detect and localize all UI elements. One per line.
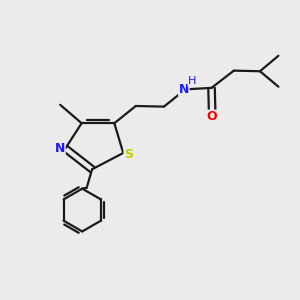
Text: N: N xyxy=(55,142,65,155)
Text: N: N xyxy=(179,83,189,96)
Text: S: S xyxy=(124,148,133,161)
Text: H: H xyxy=(188,76,196,86)
Text: O: O xyxy=(207,110,218,123)
